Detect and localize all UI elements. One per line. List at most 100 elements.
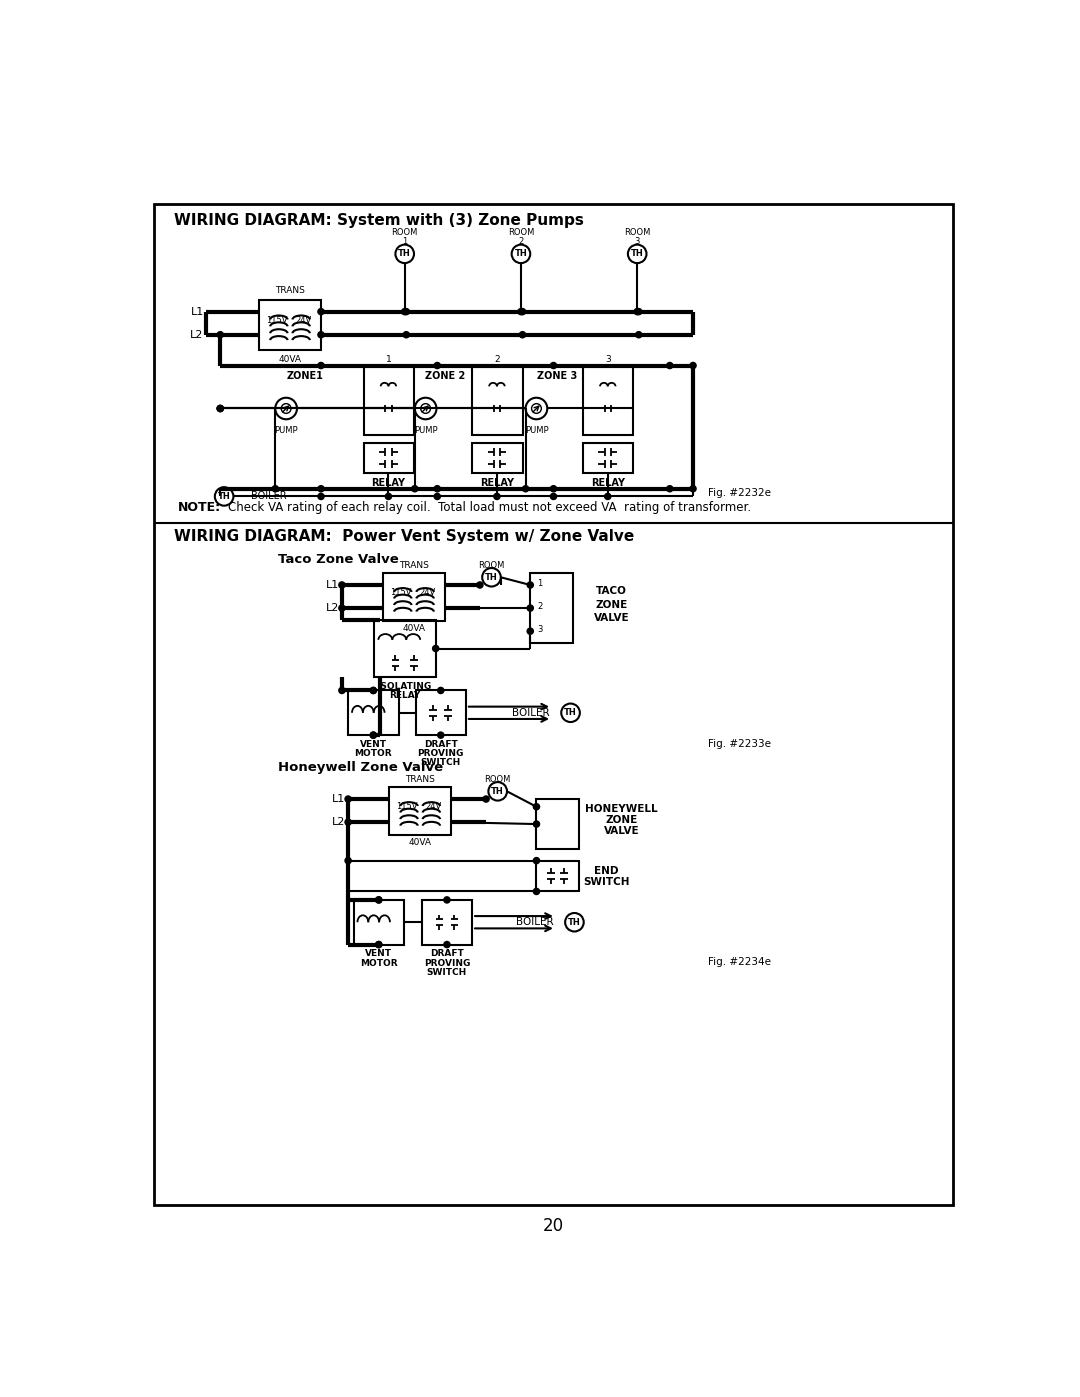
Circle shape [434, 362, 441, 369]
Circle shape [551, 493, 556, 500]
Circle shape [421, 404, 431, 414]
Text: Fig. #2232e: Fig. #2232e [707, 488, 770, 497]
Bar [374, 620, 435, 678]
Circle shape [415, 398, 436, 419]
Text: 24V: 24V [419, 588, 435, 597]
Text: Fig. #2234e: Fig. #2234e [707, 957, 770, 967]
Circle shape [666, 486, 673, 492]
Text: ZONE 3: ZONE 3 [537, 372, 578, 381]
Bar [389, 788, 451, 835]
Text: VENT: VENT [360, 740, 387, 749]
Text: TH: TH [399, 250, 411, 258]
Text: END: END [594, 866, 619, 876]
Text: WIRING DIAGRAM:  Power Vent System w/ Zone Valve: WIRING DIAGRAM: Power Vent System w/ Zon… [174, 529, 634, 543]
Circle shape [370, 687, 377, 693]
Text: MOTOR: MOTOR [360, 958, 397, 968]
Bar [472, 443, 523, 474]
Circle shape [345, 819, 351, 826]
Text: MOTOR: MOTOR [354, 749, 392, 759]
Circle shape [318, 331, 324, 338]
Circle shape [690, 362, 697, 369]
Text: 20: 20 [543, 1217, 564, 1235]
Text: BOILER: BOILER [516, 918, 554, 928]
Circle shape [519, 309, 526, 314]
Bar [583, 366, 633, 434]
Text: Honeywell Zone Valve: Honeywell Zone Valve [279, 761, 444, 774]
Circle shape [627, 244, 647, 263]
Bar [364, 366, 414, 434]
Text: ZONE1: ZONE1 [287, 372, 324, 381]
Text: L1: L1 [326, 580, 339, 590]
Circle shape [339, 687, 345, 693]
Circle shape [215, 488, 233, 506]
Circle shape [281, 404, 291, 414]
Circle shape [370, 732, 377, 738]
Text: TRANS: TRANS [400, 562, 429, 570]
Bar [537, 861, 579, 891]
Text: TH: TH [568, 918, 581, 926]
Circle shape [433, 645, 438, 651]
Circle shape [217, 405, 224, 412]
Text: ROOM: ROOM [624, 228, 650, 237]
Circle shape [217, 405, 224, 412]
Circle shape [488, 782, 507, 800]
Text: 1: 1 [402, 237, 407, 246]
Text: ZONE 2: ZONE 2 [424, 372, 465, 381]
Circle shape [551, 362, 556, 369]
Circle shape [437, 687, 444, 693]
Circle shape [634, 309, 640, 314]
Text: VENT: VENT [365, 950, 392, 958]
Circle shape [531, 404, 541, 414]
Bar [348, 690, 399, 735]
Text: BOILER: BOILER [252, 492, 287, 502]
Circle shape [526, 398, 548, 419]
Text: PROVING: PROVING [423, 958, 470, 968]
Circle shape [318, 309, 324, 314]
Text: SWITCH: SWITCH [420, 759, 461, 767]
Text: VALVE: VALVE [594, 613, 630, 623]
Circle shape [318, 493, 324, 500]
Circle shape [483, 796, 489, 802]
Text: Check VA rating of each relay coil.  Total load must not exceed VA  rating of tr: Check VA rating of each relay coil. Tota… [228, 502, 751, 514]
Text: TRANS: TRANS [275, 286, 305, 295]
Circle shape [690, 486, 697, 492]
Text: ZONE: ZONE [595, 599, 627, 609]
Circle shape [376, 897, 382, 902]
Circle shape [345, 858, 351, 863]
Text: L2: L2 [326, 604, 339, 613]
Text: 40VA: 40VA [279, 355, 301, 363]
Text: TH: TH [218, 492, 230, 502]
Bar [364, 443, 414, 474]
Circle shape [636, 309, 642, 314]
Text: 40VA: 40VA [403, 624, 426, 633]
Text: PUMP: PUMP [525, 426, 549, 434]
Circle shape [444, 897, 450, 902]
Circle shape [527, 605, 534, 610]
Circle shape [318, 486, 324, 492]
Text: 115V: 115V [395, 802, 417, 812]
Circle shape [434, 493, 441, 500]
Text: PUMP: PUMP [274, 426, 298, 434]
Text: 3: 3 [537, 624, 542, 634]
Circle shape [272, 486, 279, 492]
Text: L2: L2 [333, 817, 346, 827]
Text: SWITCH: SWITCH [427, 968, 467, 977]
Text: ROOM: ROOM [478, 562, 504, 570]
Circle shape [217, 331, 224, 338]
Text: RELAY: RELAY [372, 478, 405, 488]
Text: DRAFT: DRAFT [423, 740, 458, 749]
Text: Taco Zone Valve: Taco Zone Valve [279, 553, 400, 566]
Text: 2: 2 [537, 602, 542, 610]
Bar [530, 573, 572, 643]
Bar [259, 300, 321, 351]
Circle shape [318, 362, 324, 369]
Circle shape [395, 244, 414, 263]
Circle shape [534, 858, 540, 863]
Text: TRANS: TRANS [405, 775, 435, 784]
Text: WIRING DIAGRAM: System with (3) Zone Pumps: WIRING DIAGRAM: System with (3) Zone Pum… [174, 214, 583, 228]
Circle shape [482, 569, 501, 587]
Circle shape [494, 493, 500, 500]
Text: TH: TH [631, 250, 644, 258]
Text: ISOLATING: ISOLATING [378, 682, 432, 692]
Text: RELAY: RELAY [480, 478, 514, 488]
